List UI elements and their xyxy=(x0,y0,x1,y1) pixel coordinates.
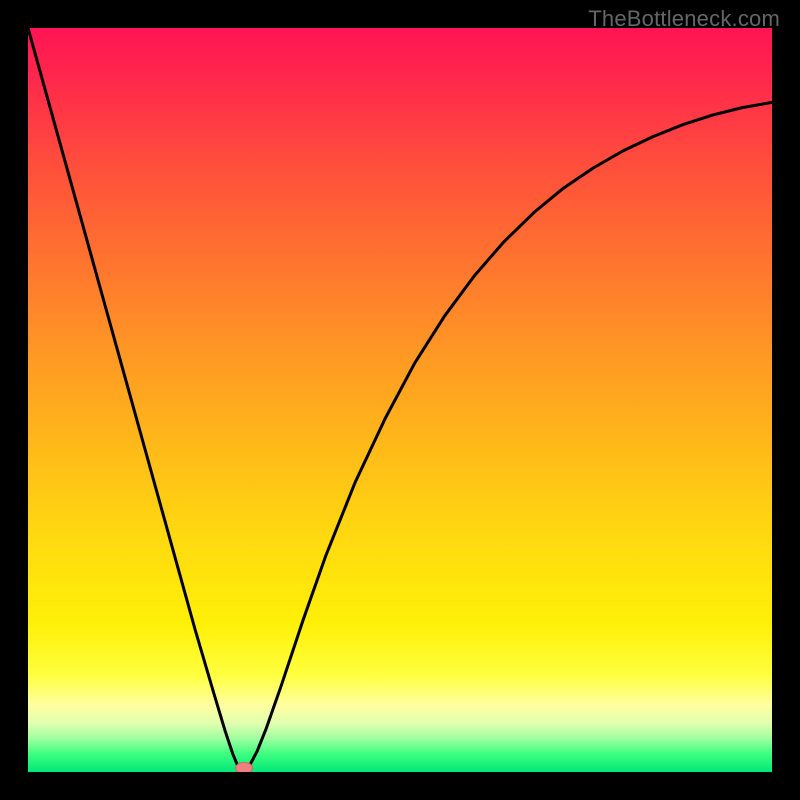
bottleneck-curve xyxy=(28,28,772,772)
chart-plot-area xyxy=(28,28,772,772)
optimal-point-marker xyxy=(235,762,253,772)
watermark-text: TheBottleneck.com xyxy=(588,6,780,32)
